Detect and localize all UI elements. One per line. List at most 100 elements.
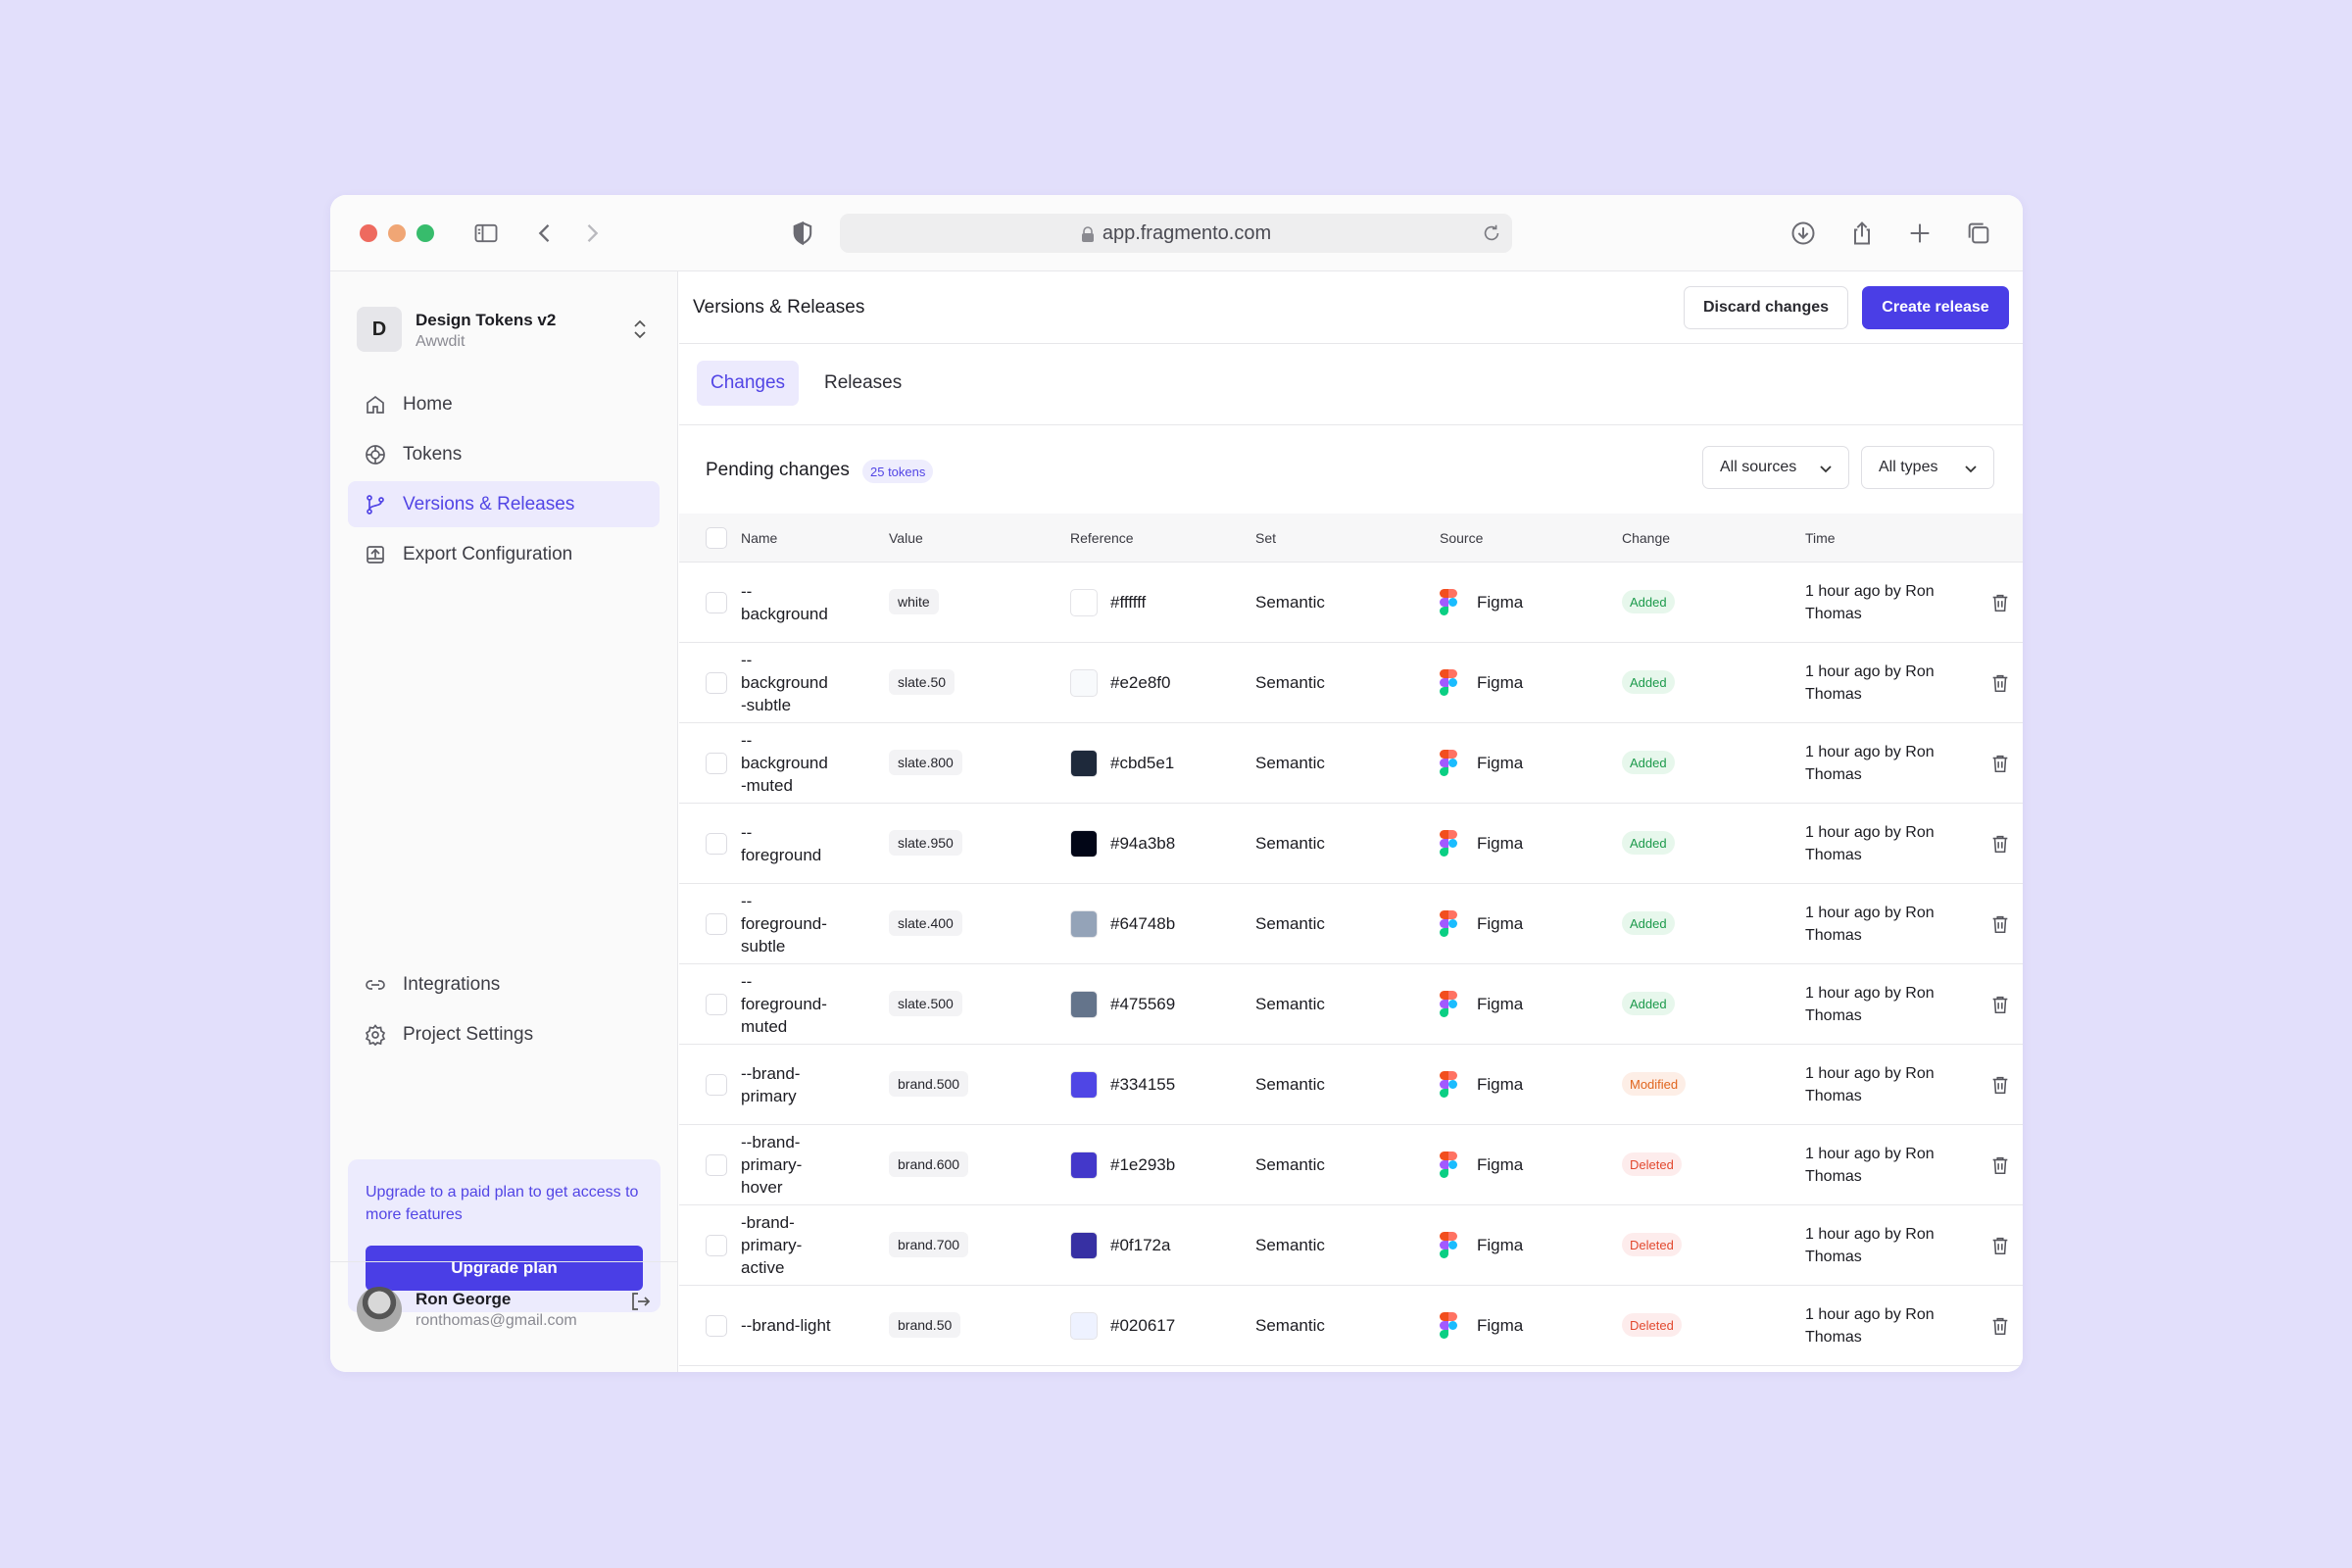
token-source: Figma	[1440, 589, 1523, 616]
select-all-checkbox[interactable]	[706, 527, 727, 549]
sidebar-toggle-icon[interactable]	[468, 216, 504, 251]
trash-icon[interactable]	[1989, 1154, 2011, 1176]
token-name-text: -- background -muted	[741, 731, 828, 795]
token-source: Figma	[1440, 669, 1523, 697]
chevron-down-icon	[1962, 460, 1980, 477]
change-time: 1 hour ago by Ron Thomas	[1805, 985, 1935, 1024]
logout-icon[interactable]	[628, 1290, 652, 1313]
download-icon[interactable]	[1786, 216, 1821, 251]
table-row[interactable]: -- foreground slate.950 #94a3b8 Semantic…	[679, 804, 2023, 884]
color-swatch	[1070, 830, 1098, 858]
column-header-time[interactable]: Time	[1805, 530, 1836, 546]
change-status-badge: Added	[1622, 670, 1675, 694]
column-header-reference[interactable]: Reference	[1070, 530, 1134, 546]
share-icon[interactable]	[1844, 216, 1880, 251]
token-value-chip: white	[889, 589, 939, 614]
sidebar-item-integrations[interactable]: Integrations	[348, 961, 660, 1007]
trash-icon[interactable]	[1989, 672, 2011, 694]
table-row[interactable]: --brand- primary- hover brand.600 #1e293…	[679, 1125, 2023, 1205]
trash-icon[interactable]	[1989, 1074, 2011, 1096]
token-name-text: -- foreground	[741, 822, 822, 864]
table-row[interactable]: -- background -subtle slate.50 #e2e8f0 S…	[679, 643, 2023, 723]
sidebar-item-versions-releases[interactable]: Versions & Releases	[348, 481, 660, 527]
trash-icon[interactable]	[1989, 592, 2011, 613]
token-source: Figma	[1440, 1312, 1523, 1340]
tab-releases[interactable]: Releases	[824, 372, 903, 393]
create-release-button[interactable]: Create release	[1862, 286, 2009, 329]
table-row[interactable]: -- background white #ffffff Semantic Fig…	[679, 563, 2023, 643]
source-label: Figma	[1477, 914, 1524, 933]
row-checkbox[interactable]	[706, 592, 727, 613]
table-row[interactable]: --brand- primary brand.500 #334155 Seman…	[679, 1045, 2023, 1125]
sidebar-item-project-settings[interactable]: Project Settings	[348, 1011, 660, 1057]
reload-icon[interactable]	[1481, 222, 1502, 244]
column-header-value[interactable]: Value	[889, 530, 923, 546]
trash-icon[interactable]	[1989, 833, 2011, 855]
main-content: Versions & Releases Discard changes Crea…	[679, 271, 2023, 1372]
maximize-window-button[interactable]	[416, 224, 434, 242]
url-text: app.fragmento.com	[1102, 221, 1272, 244]
shield-icon[interactable]	[785, 216, 820, 251]
column-header-change[interactable]: Change	[1622, 530, 1671, 546]
trash-icon[interactable]	[1989, 994, 2011, 1015]
change-time: 1 hour ago by Ron Thomas	[1805, 824, 1935, 863]
table-row[interactable]: --brand-light brand.50 #020617 Semantic …	[679, 1286, 2023, 1366]
lock-icon	[1081, 225, 1095, 242]
trash-icon[interactable]	[1989, 753, 2011, 774]
source-label: Figma	[1477, 1155, 1524, 1174]
avatar[interactable]	[357, 1287, 402, 1332]
upgrade-plan-button[interactable]: Upgrade plan	[366, 1246, 643, 1291]
token-value-chip: slate.800	[889, 750, 962, 775]
table-row[interactable]: -- background -muted slate.800 #cbd5e1 S…	[679, 723, 2023, 804]
column-header-source[interactable]: Source	[1440, 530, 1484, 546]
tabs-overview-icon[interactable]	[1961, 216, 1996, 251]
close-window-button[interactable]	[360, 224, 377, 242]
column-header-name[interactable]: Name	[741, 530, 778, 546]
table-row[interactable]: -- foreground- subtle slate.400 #64748b …	[679, 884, 2023, 964]
table-row[interactable]: -- foreground- muted slate.500 #475569 S…	[679, 964, 2023, 1045]
discard-changes-button[interactable]: Discard changes	[1684, 286, 1848, 329]
trash-icon[interactable]	[1989, 1235, 2011, 1256]
chevron-up-down-icon[interactable]	[630, 317, 650, 342]
address-bar[interactable]: app.fragmento.com	[840, 214, 1512, 253]
row-checkbox[interactable]	[706, 1074, 727, 1096]
row-checkbox[interactable]	[706, 833, 727, 855]
new-tab-icon[interactable]	[1902, 216, 1937, 251]
change-status-badge: Deleted	[1622, 1313, 1682, 1337]
token-set: Semantic	[1255, 1155, 1325, 1174]
upgrade-text: Upgrade to a paid plan to get access to …	[366, 1184, 639, 1223]
color-swatch	[1070, 750, 1098, 777]
sidebar-item-label: Export Configuration	[403, 543, 573, 564]
tab-changes[interactable]: Changes	[697, 361, 800, 406]
back-icon[interactable]	[527, 216, 563, 251]
change-time: 1 hour ago by Ron Thomas	[1805, 1306, 1935, 1346]
row-checkbox[interactable]	[706, 672, 727, 694]
tab-bar: Changes Releases	[679, 345, 2023, 425]
table-row[interactable]: -brand- primary- active brand.700 #0f172…	[679, 1205, 2023, 1286]
trash-icon[interactable]	[1989, 1315, 2011, 1337]
project-switcher[interactable]: D Design Tokens v2 Awwdit	[357, 307, 658, 354]
sidebar-item-home[interactable]: Home	[348, 381, 660, 427]
sidebar-item-tokens[interactable]: Tokens	[348, 431, 660, 477]
token-name-text: -brand- primary- active	[741, 1213, 803, 1277]
minimize-window-button[interactable]	[388, 224, 406, 242]
row-checkbox[interactable]	[706, 1315, 727, 1337]
page-title: Versions & Releases	[693, 297, 865, 318]
types-filter-dropdown[interactable]: All types	[1861, 446, 1994, 489]
token-name-text: -- background	[741, 581, 828, 623]
forward-icon[interactable]	[574, 216, 610, 251]
token-value-chip: slate.950	[889, 830, 962, 856]
sources-filter-dropdown[interactable]: All sources	[1702, 446, 1849, 489]
trash-icon[interactable]	[1989, 913, 2011, 935]
token-name-text: -- background -subtle	[741, 651, 828, 714]
row-checkbox[interactable]	[706, 1154, 727, 1176]
column-header-set[interactable]: Set	[1255, 530, 1277, 546]
row-checkbox[interactable]	[706, 753, 727, 774]
user-profile: Ron George ronthomas@gmail.com	[330, 1261, 677, 1332]
reference-hex: #0f172a	[1110, 1236, 1171, 1254]
row-checkbox[interactable]	[706, 913, 727, 935]
row-checkbox[interactable]	[706, 994, 727, 1015]
row-checkbox[interactable]	[706, 1235, 727, 1256]
project-name: Design Tokens v2	[416, 311, 557, 329]
sidebar-item-export-configuration[interactable]: Export Configuration	[348, 531, 660, 577]
